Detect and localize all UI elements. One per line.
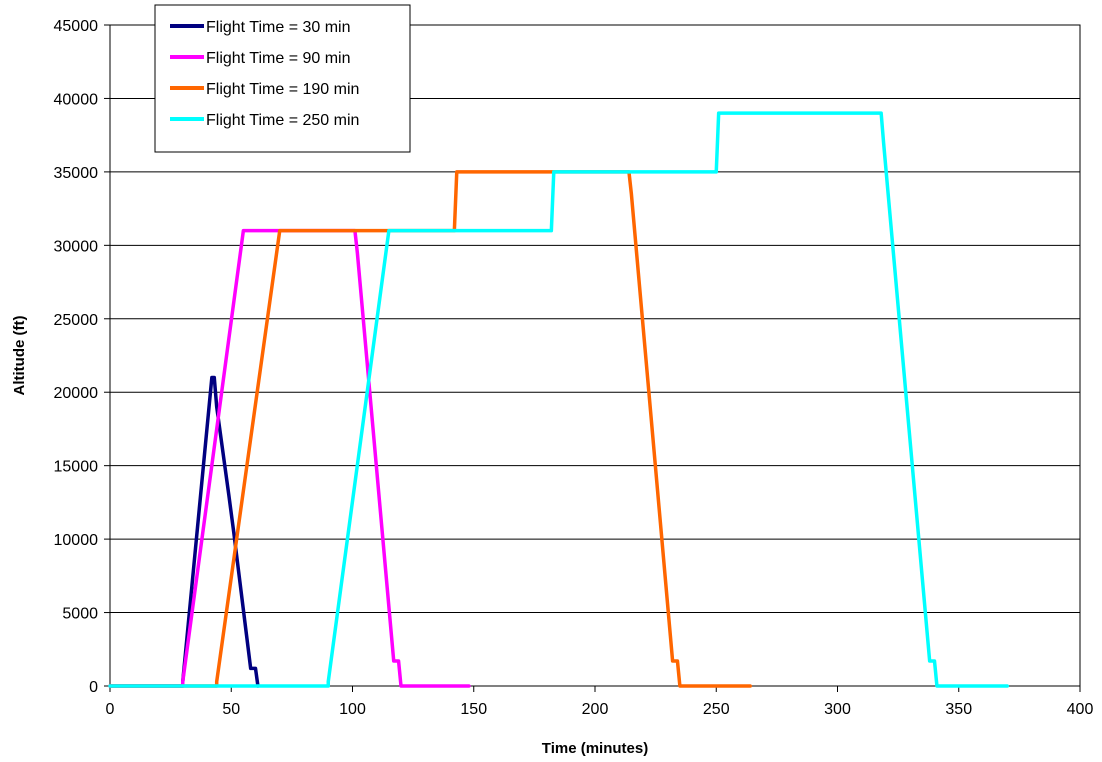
y-tick-label: 20000 xyxy=(54,385,99,402)
y-tick-label: 10000 xyxy=(54,532,99,549)
x-tick-label: 400 xyxy=(1067,701,1094,718)
legend-label-2: Flight Time = 90 min xyxy=(206,50,351,67)
y-tick-label: 40000 xyxy=(54,91,99,108)
legend-label-3: Flight Time = 190 min xyxy=(206,81,359,98)
y-tick-label: 45000 xyxy=(54,18,99,35)
axes: 0 5000 10000 15000 20000 25000 30000 35000 40000… xyxy=(54,18,1094,718)
y-tick-label: 5000 xyxy=(62,606,98,623)
y-tick-label: 0 xyxy=(89,679,98,696)
x-tick-label: 200 xyxy=(582,701,609,718)
y-tick-label: 35000 xyxy=(54,165,99,182)
legend: Flight Time = 30 min Flight Time = 90 min… xyxy=(154,4,411,153)
x-tick-label: 50 xyxy=(222,701,240,718)
x-tick-label: 150 xyxy=(460,701,487,718)
legend-label-1: Flight Time = 30 min xyxy=(206,19,351,36)
legend-label-4: Flight Time = 250 min xyxy=(206,112,359,129)
legend-box xyxy=(154,4,411,153)
x-tick-label: 250 xyxy=(703,701,730,718)
series-line-3 xyxy=(108,170,752,688)
x-tick-label: 100 xyxy=(339,701,366,718)
y-tick-label: 15000 xyxy=(54,459,99,476)
series-lines xyxy=(108,111,1009,688)
x-tick-label: 350 xyxy=(945,701,972,718)
x-tick-label: 0 xyxy=(106,701,115,718)
series-line-4 xyxy=(108,111,1009,688)
x-tick-label: 300 xyxy=(824,701,851,718)
y-axis-title: Altitude (ft) xyxy=(11,316,28,396)
y-tick-label: 25000 xyxy=(54,312,99,329)
x-axis-title: Time (minutes) xyxy=(542,740,648,757)
y-tick-label: 30000 xyxy=(54,238,99,255)
series-line-2 xyxy=(108,228,471,688)
